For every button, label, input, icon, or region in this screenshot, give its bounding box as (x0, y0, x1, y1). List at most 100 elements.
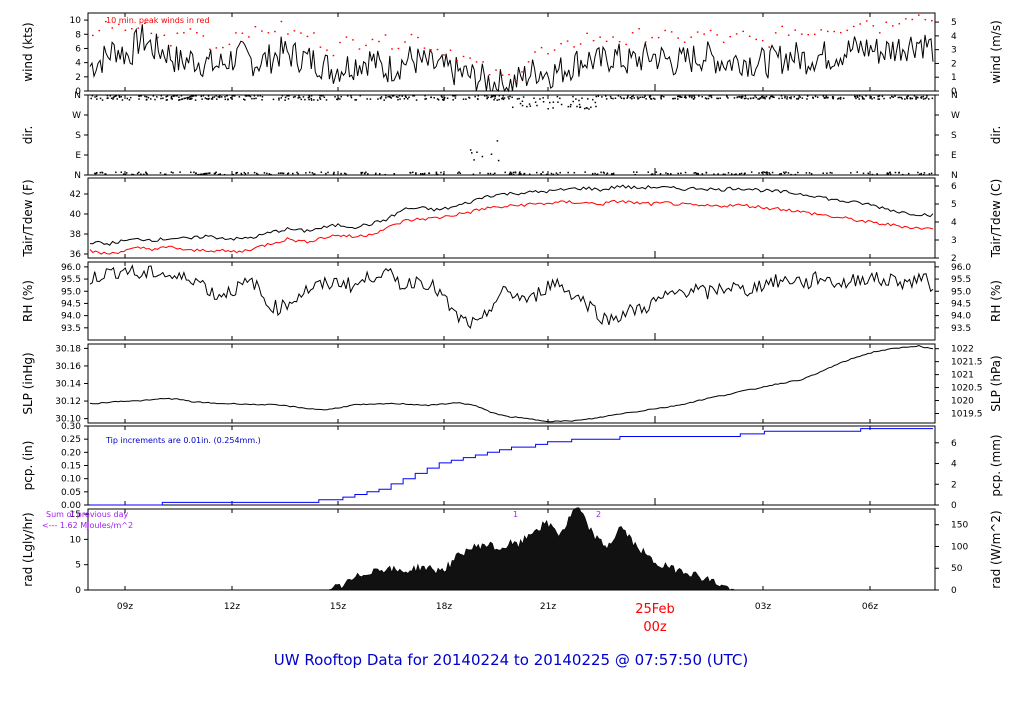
y-tick-label-left: S (75, 131, 81, 141)
dir-point (823, 97, 826, 99)
precipitation-line (90, 428, 933, 506)
dir-point (931, 97, 934, 100)
dir-point (435, 172, 438, 175)
dir-point (752, 97, 755, 99)
dir-point (325, 172, 327, 175)
dir-point (409, 171, 411, 174)
dir-point (413, 95, 416, 97)
dir-point (213, 96, 216, 98)
dir-point (694, 172, 697, 174)
dir-point (143, 173, 145, 176)
dir-point (401, 95, 403, 97)
dir-point (415, 99, 418, 101)
dir-point (114, 95, 117, 97)
dir-point (385, 97, 387, 99)
dir-point (904, 98, 906, 100)
dir-point (190, 171, 192, 174)
wind-peak-mark (885, 21, 888, 23)
dir-point (412, 171, 414, 174)
y-tick-label-right: 4 (951, 218, 957, 228)
dir-point (925, 96, 928, 99)
dir-point (172, 95, 175, 97)
dir-point (503, 97, 506, 99)
dir-point (292, 96, 295, 98)
dir-point (740, 172, 743, 175)
dir-point (780, 95, 783, 97)
wind-peak-mark (131, 28, 133, 30)
dir-point (138, 95, 141, 97)
dir-point (210, 98, 213, 100)
dir-point (415, 173, 417, 175)
dir-point (165, 95, 167, 98)
wind-peak-mark (144, 22, 146, 25)
y-tick-label-right: 2 (951, 59, 957, 69)
y-tick-label-left: 40 (70, 210, 82, 220)
x-day-time-label: 00z (643, 620, 667, 635)
y-tick-label-right: 6 (951, 182, 957, 192)
dir-point (765, 95, 768, 98)
dir-point (591, 172, 594, 175)
wind-annotation: 10 min. peak winds in red (106, 16, 210, 25)
dir-point (187, 96, 189, 99)
dir-point (101, 99, 104, 101)
panel-frame (87, 94, 936, 176)
dir-point (677, 172, 679, 175)
wind-peak-mark (436, 48, 439, 51)
dir-point (235, 172, 237, 175)
dir-point (736, 96, 738, 99)
solar-radiation-area (90, 507, 933, 591)
dir-point (920, 96, 923, 98)
dir-point (650, 173, 653, 176)
wind-peak-mark (898, 23, 901, 25)
y-axis-label-left: wind (kts) (21, 22, 35, 81)
y-tick-label-right: 96.0 (951, 263, 971, 273)
dir-point (798, 95, 800, 97)
dir-point (892, 96, 895, 98)
y-tick-label-right: 3 (951, 236, 957, 246)
dir-point (446, 97, 449, 100)
dir-point (202, 95, 205, 97)
dir-point (99, 97, 102, 100)
dir-point (822, 172, 824, 174)
dir-point (539, 98, 541, 100)
dir-point (195, 95, 197, 97)
dir-point (900, 96, 903, 99)
dir-point (509, 172, 511, 175)
dir-point (570, 103, 572, 106)
dir-point (360, 172, 363, 175)
dir-point (909, 97, 912, 99)
dir-point (785, 171, 787, 173)
y-tick-label-right: W (951, 111, 960, 121)
wind-peak-mark (638, 28, 640, 30)
dir-point (567, 105, 570, 108)
dir-point (95, 95, 98, 98)
dir-point (479, 172, 481, 174)
dir-point (913, 95, 916, 97)
dir-point (763, 96, 766, 99)
dir-point (632, 95, 634, 97)
dir-point (481, 155, 484, 158)
dir-point (831, 95, 834, 98)
y-axis-label-left: dir. (21, 126, 35, 145)
dir-point (689, 95, 691, 97)
dir-point (637, 98, 639, 100)
dir-point (784, 96, 786, 99)
dir-point (894, 95, 896, 97)
dir-point (145, 171, 147, 174)
y-tick-label-left: 0 (75, 586, 81, 596)
dir-point (340, 95, 342, 98)
dir-point (343, 172, 346, 175)
dir-point (890, 95, 893, 98)
dir-point (735, 173, 737, 175)
y-tick-label-left: 93.5 (61, 324, 81, 334)
dir-point (392, 95, 395, 97)
wind-peak-mark (807, 34, 810, 36)
dir-point (897, 96, 900, 99)
dir-point (780, 172, 782, 175)
dir-point (793, 96, 796, 98)
dir-point (861, 97, 864, 100)
dir-point (509, 95, 511, 98)
dir-point (758, 98, 761, 100)
wind-peak-mark (267, 32, 270, 34)
